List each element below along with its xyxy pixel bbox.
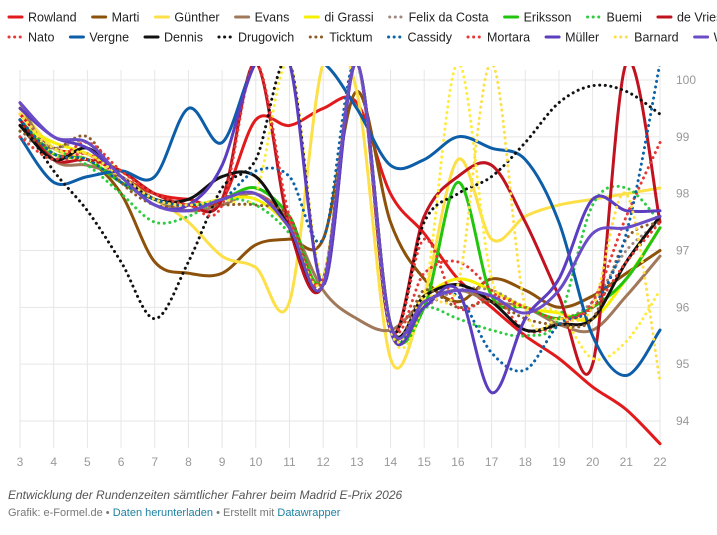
lap-time-line-chart: Rowland Marti Günther Evans di Grassi Felix d… [7, 11, 717, 469]
legend-item-ticktum: Ticktum [308, 31, 373, 45]
x-axis-ticks: 3 4 5 6 7 8 9 10 11 12 13 14 15 16 17 18 19 20 21 22 [17, 455, 667, 469]
legend-item-marti: Marti [91, 11, 140, 25]
legend-item-barnard: Barnard [613, 31, 679, 45]
x-tick-label: 12 [316, 455, 330, 469]
legend-label: di Grassi [324, 11, 373, 25]
download-data-link[interactable]: Daten herunterladen [112, 507, 214, 519]
chart-legend: Rowland Marti Günther Evans di Grassi Felix d… [7, 11, 717, 45]
legend-item-gunther: Günther [153, 11, 220, 25]
chart-credits: Grafik: e-Formel.de • Daten herunterlade… [8, 507, 708, 519]
legend-label: Buemi [607, 11, 642, 25]
legend-label: Cassidy [408, 31, 453, 45]
legend-label: Mortara [487, 31, 530, 45]
series-line-mortara [18, 66, 662, 336]
legend-label: Rowland [28, 11, 77, 25]
datawrapper-link[interactable]: Datawrapper [277, 507, 341, 519]
legend-label: Evans [255, 11, 290, 25]
x-tick-label: 4 [50, 455, 57, 469]
series-line-muller [18, 66, 662, 395]
series-line-dennis [18, 66, 662, 339]
x-tick-label: 7 [151, 455, 158, 469]
x-tick-label: 5 [84, 455, 91, 469]
y-axis-ticks: 94 95 96 97 98 99 100 [676, 73, 696, 428]
x-tick-label: 10 [249, 455, 263, 469]
series-line-buemi [18, 66, 662, 346]
y-tick-label: 97 [676, 244, 690, 258]
legend-item-mortara: Mortara [466, 31, 530, 45]
x-tick-label: 21 [620, 455, 634, 469]
legend-label: Müller [565, 31, 599, 45]
source-credit: Grafik: e-Formel.de [8, 507, 103, 519]
chart-area: Rowland Marti Günther Evans di Grassi Felix d… [7, 11, 717, 469]
legend-item-de-vries: de Vries [656, 11, 717, 25]
legend-item-rowland: Rowland [7, 11, 77, 25]
legend-label: de Vries [677, 11, 717, 25]
x-tick-label: 14 [384, 455, 398, 469]
legend-label: Drugovich [238, 31, 294, 45]
legend-item-muller: Müller [544, 31, 599, 45]
credit-separator: • [102, 507, 113, 519]
legend-label: Barnard [634, 31, 679, 45]
x-tick-label: 22 [653, 455, 667, 469]
x-tick-label: 9 [219, 455, 226, 469]
legend-item-felix-da-costa: Felix da Costa [388, 11, 489, 25]
legend-label: Wehrlein [714, 31, 717, 45]
legend-item-drugovich: Drugovich [217, 31, 294, 45]
y-tick-label: 99 [676, 130, 690, 144]
legend-item-evans: Evans [234, 11, 290, 25]
x-tick-label: 15 [418, 455, 432, 469]
x-tick-label: 6 [118, 455, 125, 469]
legend-item-eriksson: Eriksson [503, 11, 572, 25]
legend-item-di-grassi: di Grassi [303, 11, 374, 25]
legend-label: Vergne [89, 31, 129, 45]
legend-label: Marti [112, 11, 140, 25]
y-tick-label: 100 [676, 73, 696, 87]
x-tick-label: 17 [485, 455, 499, 469]
x-tick-label: 19 [552, 455, 566, 469]
created-with-text: • Erstellt mit [213, 507, 278, 519]
legend-label: Günther [174, 11, 219, 25]
series-line-di-grassi [18, 66, 662, 339]
series-line-wehrlein [18, 66, 662, 340]
y-tick-label: 96 [676, 300, 690, 314]
legend-item-vergne: Vergne [68, 31, 129, 45]
x-tick-label: 18 [519, 455, 533, 469]
legend-label: Felix da Costa [409, 11, 489, 25]
chart-footer: Entwicklung der Rundenzeiten sämtlicher … [8, 488, 708, 519]
chart-caption: Entwicklung der Rundenzeiten sämtlicher … [8, 488, 403, 502]
series-line-vergne [18, 66, 662, 377]
legend-label: Dennis [164, 31, 203, 45]
x-tick-label: 3 [17, 455, 24, 469]
legend-item-dennis: Dennis [143, 31, 203, 45]
series-line-marti [18, 89, 662, 309]
legend-label: Ticktum [329, 31, 372, 45]
legend-item-cassidy: Cassidy [387, 31, 453, 45]
y-tick-label: 94 [676, 414, 690, 428]
chart-grid [19, 70, 661, 448]
series-line-drugovich [18, 66, 662, 336]
x-tick-label: 8 [185, 455, 192, 469]
x-tick-label: 11 [283, 455, 296, 469]
x-tick-label: 13 [350, 455, 364, 469]
legend-item-nato: Nato [7, 31, 54, 45]
series-line-ticktum [18, 66, 662, 343]
series-line-barnard [18, 66, 662, 383]
series-lines [18, 66, 662, 446]
x-tick-label: 16 [451, 455, 465, 469]
series-line-cassidy [18, 66, 661, 373]
legend-item-wehrlein: Wehrlein [693, 31, 717, 45]
series-line-nato [18, 66, 662, 335]
y-tick-label: 98 [676, 187, 690, 201]
legend-label: Nato [28, 31, 54, 45]
legend-label: Eriksson [524, 11, 572, 25]
x-tick-label: 20 [586, 455, 600, 469]
y-tick-label: 95 [676, 357, 690, 371]
legend-item-buemi: Buemi [586, 11, 642, 25]
